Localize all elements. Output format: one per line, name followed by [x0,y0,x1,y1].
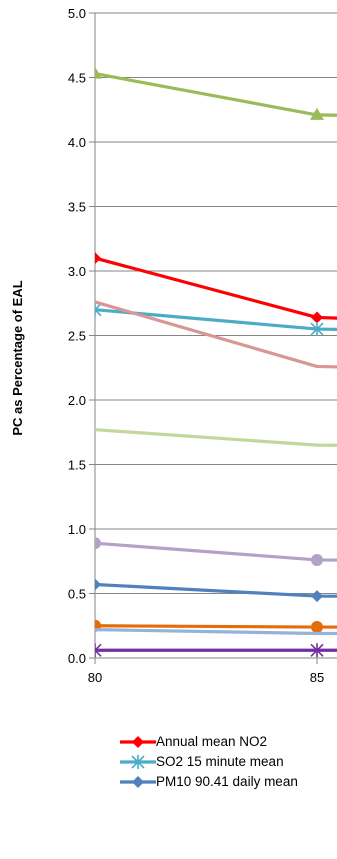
series-path [95,628,337,636]
y-tick-label: 2.0 [68,393,86,408]
axes [89,12,337,664]
data-point-diamond [95,252,101,265]
data-point-triangle [95,66,102,79]
series-line [95,302,337,337]
y-tick-label: 1.0 [68,522,86,537]
line-chart: 0.0 0.5 1.0 1.5 2.0 2.5 3.0 3.5 4.0 4.5 5.0 80 85 P… [10,6,337,685]
data-point-star [310,643,324,658]
y-tick-label: 3.0 [68,264,86,279]
data-point-diamond [132,776,144,788]
grid-lines [95,12,337,594]
legend-label: SO2 15 minute mean [156,754,284,769]
data-point-circle [95,537,101,550]
y-tick-label: 5.0 [68,6,86,21]
series-line [95,628,337,636]
y-tick-label: 4.5 [68,71,86,86]
x-tick-labels: 80 85 [88,670,324,685]
series-line [95,578,337,603]
data-point-diamond [95,578,101,591]
series-path [95,256,337,320]
series-line [95,643,337,658]
y-tick-label: 4.0 [68,135,86,150]
series-path [95,428,337,447]
data-point-star [95,643,102,658]
data-point-star [310,322,324,337]
series-line [95,300,337,369]
data-point-diamond [311,311,323,324]
y-tick-label: 3.5 [68,200,86,215]
y-axis-label: PC as Percentage of EAL [10,280,25,435]
series-group [95,66,337,658]
x-tick-label: 85 [310,670,324,685]
series-path [95,582,337,598]
y-tick-label: 0.5 [68,587,86,602]
x-tick-label: 80 [88,670,102,685]
data-point-diamond [132,736,144,748]
series-line [95,252,337,324]
legend-swatch-star-icon [120,755,156,769]
legend-label: Annual mean NO2 [156,734,268,749]
series-path [95,72,337,117]
data-point-circle [311,621,323,634]
y-tick-label: 2.5 [68,329,86,344]
legend-label: PM10 90.41 daily mean [156,774,298,789]
data-point-circle [311,553,323,566]
series-path [95,300,337,369]
data-point-diamond [311,590,323,603]
series-path [95,624,337,629]
y-tick-label: 1.5 [68,458,86,473]
data-point-star [131,755,145,769]
data-point-star [95,302,102,317]
series-line [95,428,337,447]
series-line [95,66,337,120]
series-line [95,537,337,566]
y-tick-labels: 0.0 0.5 1.0 1.5 2.0 2.5 3.0 3.5 4.0 4.5 5.0 [68,6,86,666]
y-tick-label: 0.0 [68,651,86,666]
legend-swatch-diamond-icon [120,736,156,748]
legend-swatch-diamond-icon [120,776,156,788]
series-path [95,541,337,562]
data-point-triangle [310,107,324,120]
